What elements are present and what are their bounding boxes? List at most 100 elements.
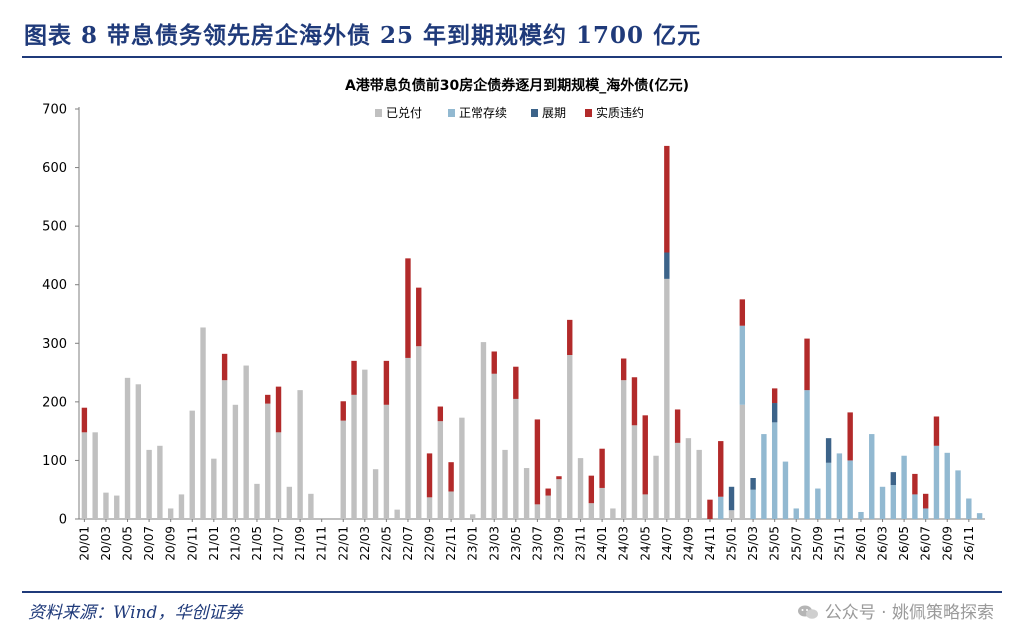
wechat-icon: [797, 605, 818, 619]
x-tick-label: 22/07: [401, 526, 415, 561]
x-tick-label: 23/11: [574, 526, 588, 561]
legend-label: 已兑付: [386, 106, 422, 120]
bar-segment: [92, 432, 98, 519]
source-note: 资料来源：Wind，华创证券: [28, 603, 243, 623]
y-tick-label: 700: [42, 103, 67, 118]
legend-swatch: [585, 109, 592, 117]
bar-segment: [189, 410, 195, 519]
bar-segment: [674, 442, 681, 519]
bar-segment: [718, 496, 724, 519]
x-tick-label: 21/05: [250, 526, 264, 561]
y-tick-label: 400: [42, 278, 67, 293]
x-tick-label: 22/09: [423, 526, 437, 561]
y-tick-label: 200: [42, 395, 67, 410]
caption-rule: [22, 56, 1002, 58]
bar-segment: [707, 499, 713, 519]
bar-segment: [793, 508, 799, 519]
bar-segment: [416, 287, 422, 347]
bar-segment: [825, 462, 832, 519]
legend-label: 实质违约: [596, 105, 644, 120]
bar-segment: [901, 455, 907, 519]
bar-segment: [308, 493, 314, 519]
bar-segment: [459, 417, 465, 519]
bar-segment: [221, 380, 228, 519]
bar-segment: [577, 458, 584, 519]
y-tick-label: 500: [42, 220, 67, 235]
x-tick-label: 20/07: [142, 526, 156, 561]
bar-segment: [771, 403, 778, 423]
x-axis-labels: 20/01 20/03 20/05 20/07 20/09 20/11 21/01 21/03…: [77, 519, 976, 561]
bar-segment: [167, 508, 174, 519]
bar-segment: [847, 412, 853, 461]
bar-segment: [599, 448, 605, 488]
bar-segment: [588, 503, 595, 519]
bar-segment: [955, 470, 961, 519]
bar-segment: [771, 388, 778, 404]
figure-caption: 图表 8 带息债务领先房企海外债 25 年到期规模约 1700 亿元: [24, 22, 702, 49]
bar-segment: [664, 145, 670, 253]
bar-segment: [933, 416, 940, 446]
x-tick-label: 26/03: [876, 526, 890, 561]
bar-segment: [372, 469, 379, 519]
x-tick-label: 23/01: [466, 526, 480, 561]
bar-segment: [761, 434, 767, 519]
bar-segment: [480, 342, 487, 519]
bar-segment: [685, 438, 692, 519]
bar-segment: [437, 421, 444, 519]
bar-segment: [664, 252, 670, 279]
bar-segment: [426, 453, 433, 498]
x-tick-label: 20/09: [164, 526, 178, 561]
x-tick-label: 25/07: [789, 526, 803, 561]
bar-segment: [556, 479, 562, 519]
bar-segment: [243, 365, 249, 519]
bar-segment: [739, 299, 746, 326]
watermark-text: 公众号 · 姚佩策略探索: [824, 603, 994, 623]
legend-label: 正常存续: [459, 106, 507, 120]
bar-segment: [976, 513, 983, 519]
chart-axes: 0 100 200 300 400 500 600 700: [42, 103, 985, 528]
bar-segment: [664, 278, 670, 519]
bar-segment: [416, 346, 422, 519]
x-tick-label: 22/01: [336, 526, 350, 561]
x-tick-label: 21/03: [228, 526, 242, 561]
bar-segment: [718, 441, 724, 497]
bar-segment: [912, 473, 918, 495]
bar-segment: [674, 409, 681, 443]
bar-segment: [351, 394, 357, 519]
bar-segment: [81, 407, 88, 433]
bar-segment: [178, 494, 185, 519]
x-tick-label: 25/11: [832, 526, 846, 561]
legend-swatch: [531, 109, 538, 117]
bar-segment: [588, 475, 595, 504]
x-tick-label: 26/09: [940, 526, 954, 561]
x-tick-label: 24/03: [617, 526, 631, 561]
bar-segment: [405, 258, 411, 358]
bar-segment: [275, 386, 282, 433]
bar-segment: [771, 422, 778, 519]
x-tick-label: 24/01: [595, 526, 609, 561]
bar-segment: [620, 380, 627, 519]
y-tick-label: 100: [42, 454, 67, 469]
footer-rule: [22, 591, 1002, 593]
bar-segment: [836, 453, 843, 519]
bar-segment: [383, 404, 390, 519]
bar-segment: [728, 510, 735, 519]
bar-segment: [545, 488, 551, 496]
x-tick-label: 20/05: [121, 526, 135, 561]
bar-segment: [696, 449, 702, 519]
x-tick-label: 24/11: [703, 526, 717, 561]
bar-segment: [879, 486, 886, 519]
bar-segment: [383, 360, 390, 405]
bar-segment: [221, 353, 228, 381]
bar-segment: [437, 406, 444, 422]
bar-segment: [534, 419, 541, 505]
bar-segment: [200, 327, 206, 519]
bar-segment: [523, 468, 530, 519]
y-tick-label: 600: [42, 161, 67, 176]
watermark: 公众号 · 姚佩策略探索: [797, 598, 994, 623]
bar-segment: [556, 476, 562, 480]
bar-segment: [469, 514, 476, 519]
x-tick-label: 22/05: [379, 526, 393, 561]
bar-segment: [890, 485, 897, 519]
bar-segment: [265, 394, 271, 404]
